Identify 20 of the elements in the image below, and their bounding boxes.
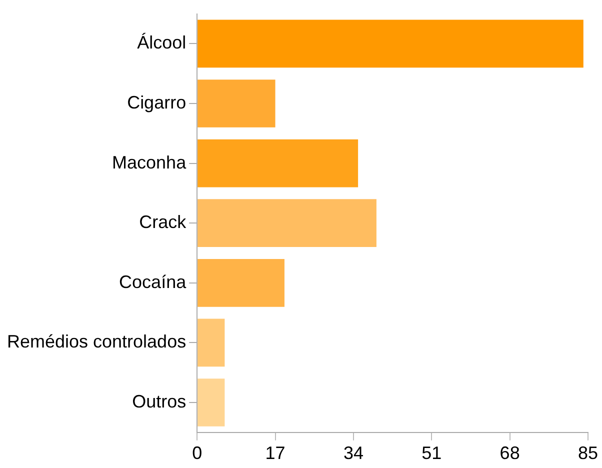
- bar: [198, 139, 358, 188]
- y-tick-label: Álcool: [137, 32, 186, 53]
- y-tick-label: Remédios controlados: [6, 332, 186, 352]
- x-tick-label: 17: [265, 443, 286, 464]
- x-tick-label: 68: [500, 443, 520, 464]
- bar: [198, 378, 225, 426]
- x-tick-label: 85: [578, 443, 598, 464]
- x-tick-label: 0: [192, 443, 202, 464]
- bar: [198, 20, 584, 68]
- x-tick-label: 34: [343, 443, 364, 464]
- bar: [198, 318, 225, 367]
- y-tick-label: Outros: [132, 391, 186, 412]
- bar: [198, 80, 276, 128]
- y-tick-label: Maconha: [112, 152, 188, 172]
- y-tick-label: Cocaína: [119, 272, 188, 292]
- bar: [198, 258, 284, 307]
- y-tick-label: Cigarro: [127, 92, 186, 112]
- y-tick-label: Crack: [139, 212, 188, 232]
- bar: [198, 199, 376, 248]
- x-tick-label: 51: [422, 443, 442, 464]
